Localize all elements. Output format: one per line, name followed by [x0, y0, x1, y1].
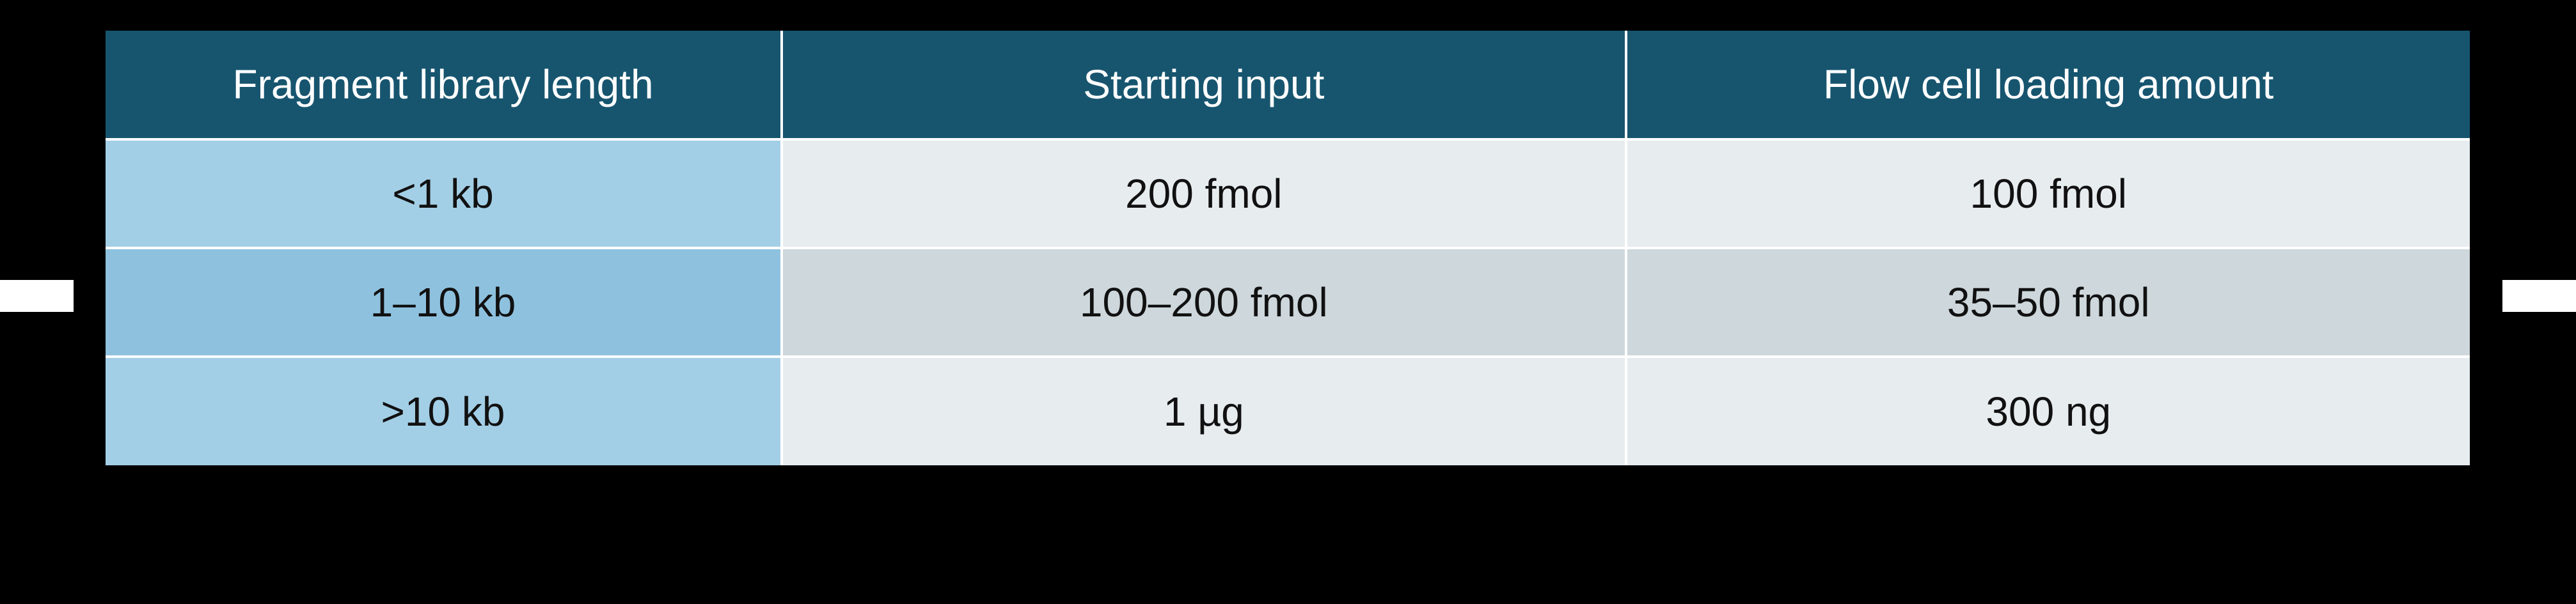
col-header-loading-amount: Flow cell loading amount	[1626, 31, 2470, 139]
col-header-starting-input: Starting input	[782, 31, 1625, 139]
cell-starting-input: 1 µg	[782, 357, 1625, 465]
left-tick	[0, 280, 74, 312]
cell-loading-amount: 100 fmol	[1626, 139, 2470, 248]
col-header-fragment-length: Fragment library length	[106, 31, 782, 139]
cell-loading-amount: 300 ng	[1626, 357, 2470, 465]
cell-fragment-length: 1–10 kb	[106, 248, 782, 357]
cell-fragment-length: >10 kb	[106, 357, 782, 465]
fragment-library-table: Fragment library length Starting input F…	[106, 31, 2470, 465]
cell-fragment-length: <1 kb	[106, 139, 782, 248]
table-panel: Fragment library length Starting input F…	[106, 31, 2470, 465]
cell-starting-input: 200 fmol	[782, 139, 1625, 248]
cell-starting-input: 100–200 fmol	[782, 248, 1625, 357]
right-tick	[2502, 280, 2576, 312]
table-row: >10 kb 1 µg 300 ng	[106, 357, 2470, 465]
table-row: <1 kb 200 fmol 100 fmol	[106, 139, 2470, 248]
table-row: 1–10 kb 100–200 fmol 35–50 fmol	[106, 248, 2470, 357]
stage: Fragment library length Starting input F…	[0, 0, 2576, 604]
table-header-row: Fragment library length Starting input F…	[106, 31, 2470, 139]
cell-loading-amount: 35–50 fmol	[1626, 248, 2470, 357]
